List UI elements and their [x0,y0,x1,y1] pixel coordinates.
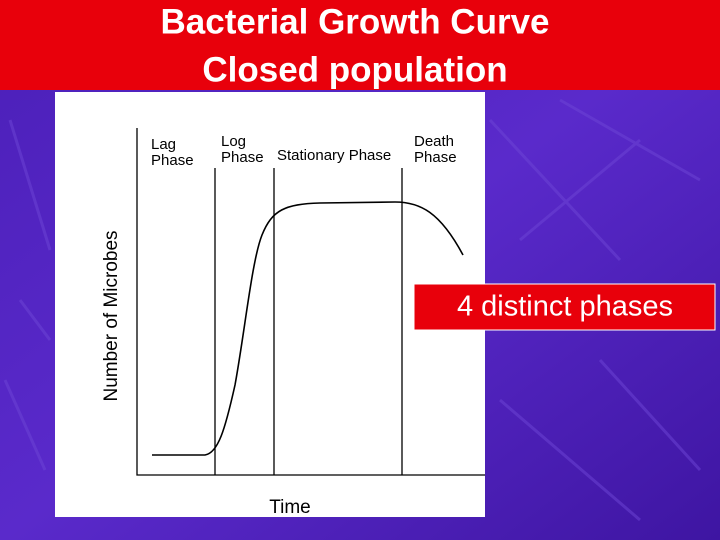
figure-panel [55,92,485,517]
phase-label: Phase [151,152,194,169]
growth-curve [152,201,464,456]
figure-axes [136,128,485,476]
background-texture [3,98,702,522]
y-axis-label: Number of Microbes [101,230,122,401]
title-line: Bacterial Growth Curve [161,2,550,41]
phase-label: Lag [151,136,176,153]
phase-label: Log [221,133,246,150]
title-banner [0,0,720,90]
callout-box [413,283,716,331]
phase-label: Phase [221,149,264,166]
phase-label: Phase [414,149,457,166]
callout-text: 4 distinct phases [457,291,673,323]
x-axis-label: Time [269,497,311,518]
phase-label: Stationary Phase [277,147,391,164]
title-line: Closed population [202,50,507,89]
phase-label: Death [414,133,454,150]
